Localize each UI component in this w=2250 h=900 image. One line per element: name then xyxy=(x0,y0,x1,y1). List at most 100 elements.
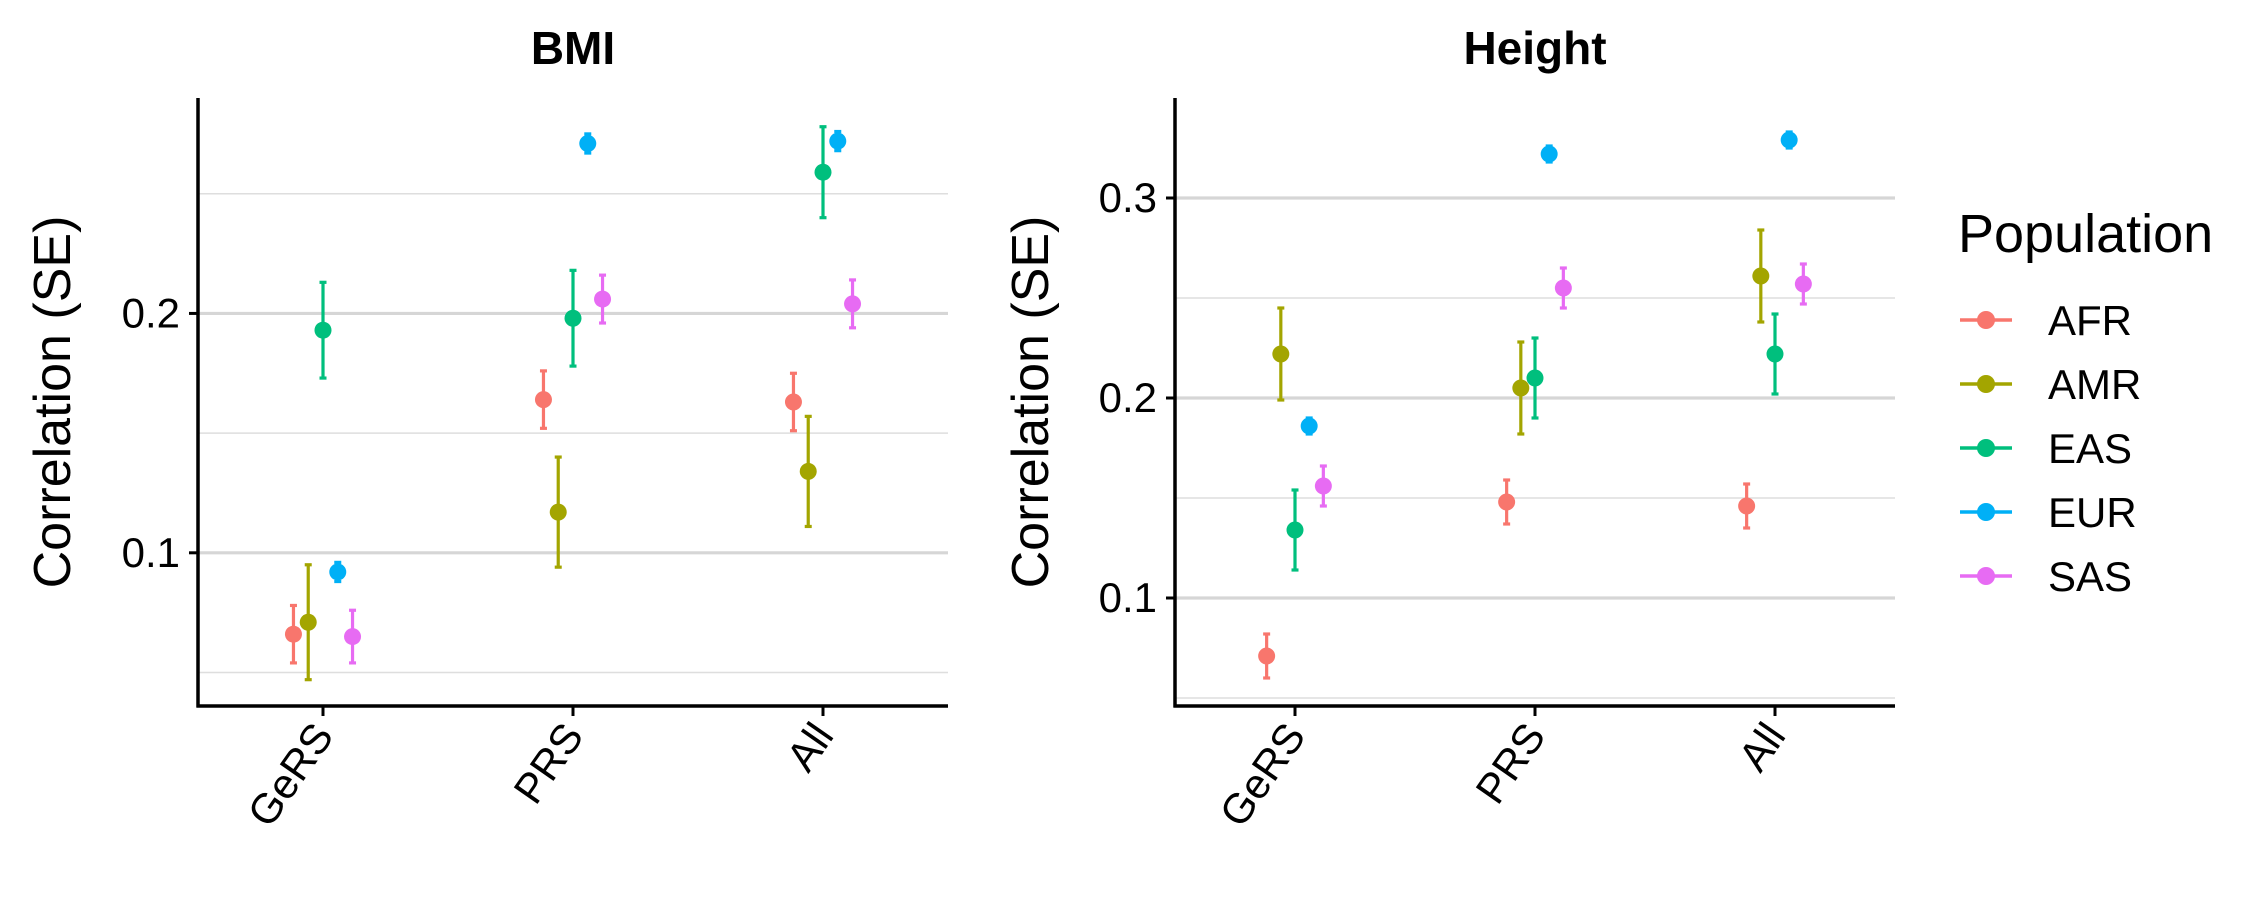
legend-label: EUR xyxy=(2048,489,2137,536)
height-y-axis-title: Correlation (SE) xyxy=(1002,216,1060,589)
point-marker xyxy=(564,309,582,327)
height-points xyxy=(1258,130,1812,680)
data-point-amr xyxy=(799,414,817,529)
legend-label: SAS xyxy=(2048,553,2132,600)
y-tick-label: 0.2 xyxy=(122,289,180,336)
legend-key-point xyxy=(1977,567,1995,585)
point-marker xyxy=(1766,345,1784,363)
data-point-amr xyxy=(1512,340,1530,436)
point-marker xyxy=(1540,145,1558,163)
legend-key-point xyxy=(1977,311,1995,329)
data-point-afr xyxy=(534,369,552,430)
y-tick-label: 0.1 xyxy=(1099,574,1157,621)
data-point-amr xyxy=(1272,306,1290,402)
x-tick-label: All xyxy=(1729,714,1794,779)
data-point-sas xyxy=(344,608,362,665)
legend-items: AFR AMR EAS EUR SAS xyxy=(1960,297,2141,600)
data-point-afr xyxy=(1498,478,1516,526)
data-point-eur xyxy=(579,132,597,155)
data-point-eas xyxy=(814,125,832,220)
height-panel-title: Height xyxy=(1463,22,1606,74)
point-marker xyxy=(344,628,362,646)
data-point-afr xyxy=(784,371,802,433)
point-marker xyxy=(1738,497,1756,515)
point-marker xyxy=(799,462,817,480)
data-point-eas xyxy=(314,280,332,380)
height-gridlines xyxy=(1175,196,1895,699)
point-marker xyxy=(814,163,832,181)
point-marker xyxy=(1512,379,1530,397)
data-point-eur xyxy=(1300,416,1318,436)
data-point-afr xyxy=(1258,632,1276,680)
data-point-eur xyxy=(1780,130,1798,150)
point-marker xyxy=(579,134,597,152)
legend-item-afr: AFR xyxy=(1960,297,2132,344)
panel-height: 0.1 0.2 0.3 GeRS PRS All Height Correlation … xyxy=(1002,22,1895,835)
bmi-panel-title: BMI xyxy=(531,22,615,74)
data-point-eas xyxy=(1766,312,1784,396)
point-marker xyxy=(1286,521,1304,539)
point-marker xyxy=(329,563,347,581)
data-point-eas xyxy=(564,268,582,368)
x-tick-label: PRS xyxy=(1466,714,1554,812)
legend-key-point xyxy=(1977,375,1995,393)
legend-item-sas: SAS xyxy=(1960,553,2132,600)
data-point-sas xyxy=(594,273,612,325)
bmi-y-axis-title: Correlation (SE) xyxy=(24,216,82,589)
data-point-eas xyxy=(1526,336,1544,420)
bmi-y-ticks: 0.1 0.2 xyxy=(122,289,198,576)
height-y-ticks: 0.1 0.2 0.3 xyxy=(1099,174,1175,621)
point-marker xyxy=(284,625,302,643)
legend-item-eas: EAS xyxy=(1960,425,2132,472)
panel-bmi: 0.1 0.2 GeRS PRS All BMI Correlation (SE) xyxy=(24,22,948,835)
point-marker xyxy=(1554,279,1572,297)
point-marker xyxy=(1272,345,1290,363)
data-point-amr xyxy=(1752,228,1770,324)
legend-label: AFR xyxy=(2048,297,2132,344)
y-tick-label: 0.1 xyxy=(122,529,180,576)
legend-item-amr: AMR xyxy=(1960,361,2141,408)
point-marker xyxy=(299,613,317,631)
legend: Population AFR AMR EAS EUR SAS xyxy=(1958,204,2213,600)
point-marker xyxy=(784,393,802,411)
legend-item-eur: EUR xyxy=(1960,489,2137,536)
data-point-amr xyxy=(299,563,317,682)
y-tick-label: 0.3 xyxy=(1099,174,1157,221)
x-tick-label: All xyxy=(777,714,842,779)
legend-label: AMR xyxy=(2048,361,2141,408)
point-marker xyxy=(534,391,552,409)
point-marker xyxy=(1300,417,1318,435)
x-tick-label: GeRS xyxy=(238,714,342,835)
point-marker xyxy=(1752,267,1770,285)
bmi-gridlines xyxy=(198,192,948,674)
y-tick-label: 0.2 xyxy=(1099,374,1157,421)
data-point-eur xyxy=(1540,144,1558,164)
data-point-amr xyxy=(549,455,567,569)
x-tick-label: GeRS xyxy=(1210,714,1314,835)
point-marker xyxy=(1526,369,1544,387)
data-point-eas xyxy=(1286,488,1304,572)
data-point-afr xyxy=(1738,482,1756,530)
x-tick-label: PRS xyxy=(504,714,592,812)
point-marker xyxy=(1258,647,1276,665)
data-point-sas xyxy=(1554,266,1572,310)
point-marker xyxy=(844,295,862,313)
point-marker xyxy=(1498,493,1516,511)
point-marker xyxy=(594,290,612,308)
legend-label: EAS xyxy=(2048,425,2132,472)
point-marker xyxy=(829,132,847,150)
point-marker xyxy=(1794,275,1812,293)
data-point-eur xyxy=(829,129,847,153)
data-point-sas xyxy=(844,278,862,330)
legend-title: Population xyxy=(1958,204,2213,264)
point-marker xyxy=(1780,131,1798,149)
point-marker xyxy=(314,321,332,339)
bmi-x-ticks: GeRS PRS All xyxy=(238,706,842,835)
legend-key-point xyxy=(1977,439,1995,457)
data-point-eur xyxy=(329,560,347,584)
legend-key-point xyxy=(1977,503,1995,521)
height-x-ticks: GeRS PRS All xyxy=(1210,706,1794,835)
data-point-sas xyxy=(1794,262,1812,306)
data-point-afr xyxy=(284,603,302,665)
